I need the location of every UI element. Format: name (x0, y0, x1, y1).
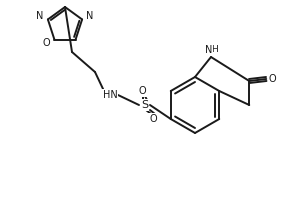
Text: O: O (268, 74, 276, 84)
Text: HN: HN (103, 90, 117, 100)
Text: N: N (205, 45, 213, 55)
Text: O: O (43, 38, 50, 48)
Text: N: N (86, 11, 94, 21)
Text: N: N (36, 11, 43, 21)
Text: O: O (138, 86, 146, 96)
Text: H: H (212, 46, 218, 54)
Text: O: O (149, 114, 157, 124)
Text: S: S (141, 100, 148, 110)
